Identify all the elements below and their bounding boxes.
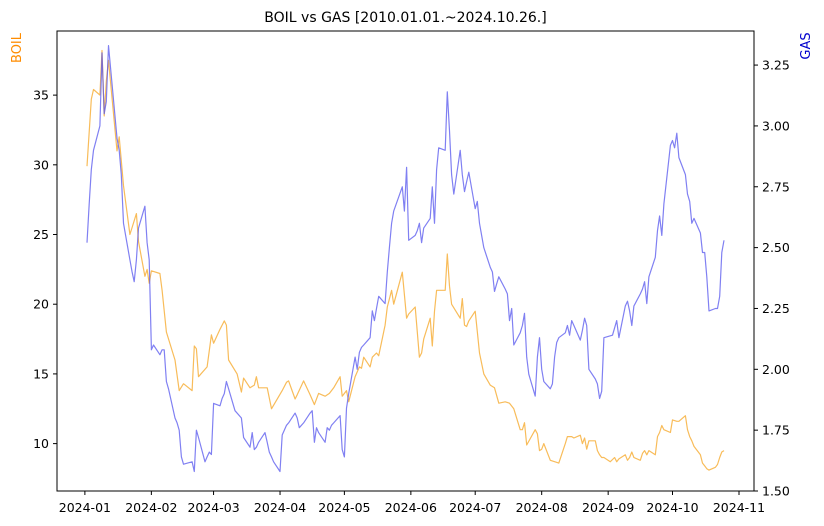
- x-tick-label: 2024-09: [582, 500, 634, 515]
- plot-frame: [56, 30, 755, 492]
- right-tick-label: 3.00: [762, 118, 790, 133]
- chart-title: BOIL vs GAS [2010.01.01.~2024.10.26.]: [264, 10, 546, 26]
- x-tick-label: 2024-08: [516, 500, 568, 515]
- right-axis-label: GAS: [799, 32, 814, 59]
- plot-area: [56, 30, 755, 492]
- left-axis-ticks: 10 15 20 25 30 35: [33, 88, 57, 451]
- left-tick-label: 35: [33, 88, 49, 103]
- left-axis-label: BOIL: [10, 32, 25, 63]
- series-lines: [86, 44, 725, 473]
- x-axis-ticks: 2024-01 2024-02 2024-03 2024-04 2024-05 2024-…: [59, 491, 765, 515]
- right-tick-label: 1.75: [762, 423, 790, 438]
- right-axis-ticks: 1.50 1.75 2.00 2.25 2.50 2.75 3.00 3.25: [754, 58, 790, 499]
- right-tick-label: 2.75: [762, 179, 790, 194]
- x-tick-label: 2024-07: [449, 500, 501, 515]
- right-tick-label: 3.25: [762, 58, 790, 73]
- x-tick-label: 2024-05: [318, 500, 370, 515]
- x-tick-label: 2024-10: [646, 500, 698, 515]
- x-tick-label: 2024-03: [187, 500, 239, 515]
- x-tick-label: 2024-04: [254, 500, 306, 515]
- right-tick-label: 2.50: [762, 240, 790, 255]
- left-tick-label: 10: [33, 436, 49, 451]
- left-tick-label: 30: [33, 157, 49, 172]
- x-tick-label: 2024-01: [59, 500, 111, 515]
- right-tick-label: 1.50: [762, 484, 790, 499]
- x-tick-label: 2024-06: [385, 500, 437, 515]
- series-line-gas: [86, 44, 725, 473]
- left-tick-label: 25: [33, 227, 49, 242]
- left-tick-label: 15: [33, 366, 49, 381]
- x-tick-label: 2024-11: [713, 500, 765, 515]
- right-tick-label: 2.25: [762, 301, 790, 316]
- x-tick-label: 2024-02: [125, 500, 177, 515]
- right-tick-label: 2.00: [762, 362, 790, 377]
- left-tick-label: 20: [33, 297, 49, 312]
- series-line-boil: [86, 49, 725, 471]
